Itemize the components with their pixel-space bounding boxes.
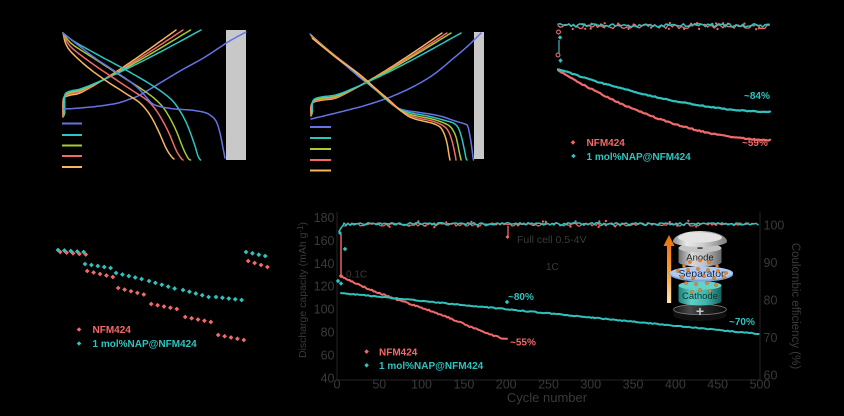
svg-text:500: 500 bbox=[750, 378, 771, 392]
svg-text:90: 90 bbox=[764, 256, 778, 270]
svg-text:1C: 1C bbox=[546, 262, 559, 273]
svg-text:80: 80 bbox=[764, 294, 778, 308]
svg-text:~80%: ~80% bbox=[508, 292, 534, 303]
svg-text:NFM424: NFM424 bbox=[379, 347, 418, 358]
svg-text:~84%: ~84% bbox=[744, 91, 770, 102]
svg-text:180: 180 bbox=[314, 211, 335, 225]
svg-text:150: 150 bbox=[453, 378, 474, 392]
svg-text:50: 50 bbox=[372, 378, 386, 392]
svg-text:Cathode: Cathode bbox=[682, 291, 718, 302]
svg-text:1 mol%NAP@NFM424: 1 mol%NAP@NFM424 bbox=[93, 339, 198, 350]
svg-text:120: 120 bbox=[314, 280, 335, 294]
svg-text:100: 100 bbox=[411, 378, 432, 392]
svg-text:80: 80 bbox=[321, 326, 335, 340]
svg-text:60: 60 bbox=[764, 369, 778, 383]
svg-text:100: 100 bbox=[314, 303, 335, 317]
svg-text:~70%: ~70% bbox=[729, 317, 755, 328]
svg-text:100: 100 bbox=[764, 219, 785, 233]
svg-text:Anode: Anode bbox=[686, 253, 713, 264]
svg-text:Cycle number: Cycle number bbox=[507, 390, 588, 405]
svg-text:~59%: ~59% bbox=[742, 138, 768, 149]
svg-text:350: 350 bbox=[623, 378, 644, 392]
svg-text:70: 70 bbox=[764, 331, 778, 345]
svg-text:160: 160 bbox=[314, 234, 335, 248]
svg-text:450: 450 bbox=[707, 378, 728, 392]
svg-text:200: 200 bbox=[496, 378, 517, 392]
svg-text:40: 40 bbox=[321, 371, 335, 385]
svg-text:Coulombic efficiency (%): Coulombic efficiency (%) bbox=[789, 243, 801, 370]
svg-text:0: 0 bbox=[334, 378, 341, 392]
svg-text:1 mol%NAP@NFM424: 1 mol%NAP@NFM424 bbox=[379, 361, 484, 372]
svg-text:140: 140 bbox=[314, 257, 335, 271]
svg-text:+: + bbox=[696, 303, 704, 319]
svg-text:60: 60 bbox=[321, 348, 335, 362]
svg-text:Discharge capacity (mAh g-1): Discharge capacity (mAh g-1) bbox=[296, 222, 309, 358]
svg-text:1 mol%NAP@NFM424: 1 mol%NAP@NFM424 bbox=[587, 152, 692, 163]
svg-text:~55%: ~55% bbox=[510, 338, 536, 349]
svg-text:250: 250 bbox=[538, 378, 559, 392]
svg-text:300: 300 bbox=[580, 378, 601, 392]
svg-text:NFM424: NFM424 bbox=[93, 325, 132, 336]
svg-text:Full cell 0.5-4V: Full cell 0.5-4V bbox=[517, 234, 586, 246]
svg-text:400: 400 bbox=[665, 378, 686, 392]
svg-text:NFM424: NFM424 bbox=[587, 138, 626, 149]
svg-text:0.1C: 0.1C bbox=[346, 270, 367, 281]
